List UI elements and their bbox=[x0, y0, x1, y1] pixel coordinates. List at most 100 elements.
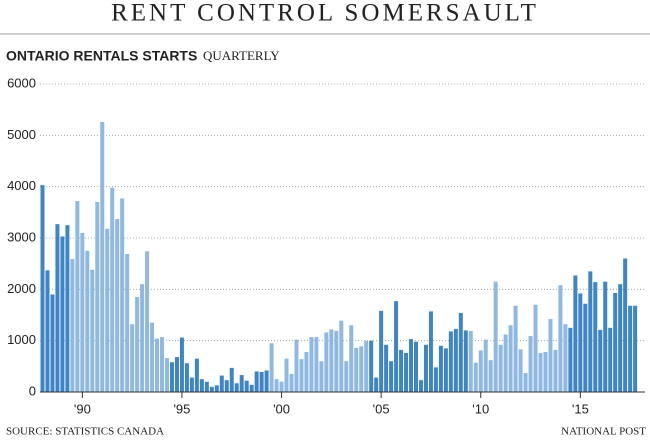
y-tick-label: 4000 bbox=[7, 178, 36, 193]
bar bbox=[468, 330, 473, 392]
bar bbox=[304, 351, 309, 392]
bar bbox=[628, 305, 633, 392]
bar bbox=[85, 250, 90, 392]
x-tick-label: '15 bbox=[572, 401, 589, 416]
bar bbox=[493, 281, 498, 392]
bar bbox=[423, 344, 428, 392]
bar bbox=[364, 340, 369, 392]
bar bbox=[60, 236, 65, 392]
bar bbox=[563, 324, 568, 392]
bar bbox=[384, 344, 389, 392]
bar bbox=[458, 312, 463, 392]
bar bbox=[399, 349, 404, 392]
bar bbox=[254, 371, 259, 392]
bar bbox=[463, 330, 468, 392]
bar bbox=[234, 383, 239, 392]
bar bbox=[269, 343, 274, 392]
chart-title: RENT CONTROL SOMERSAULT bbox=[111, 0, 539, 27]
bar bbox=[160, 337, 165, 392]
chart-subtitle: ONTARIO RENTALS STARTS bbox=[6, 48, 197, 64]
bar bbox=[229, 367, 234, 392]
bar bbox=[593, 282, 598, 392]
bar bbox=[105, 228, 110, 392]
bar bbox=[389, 361, 394, 392]
bar bbox=[75, 201, 80, 392]
bar bbox=[165, 358, 169, 392]
bar bbox=[409, 339, 414, 392]
bar bbox=[438, 345, 443, 392]
bar bbox=[608, 327, 613, 392]
bar bbox=[314, 337, 319, 392]
bar bbox=[150, 322, 155, 392]
bar bbox=[379, 310, 384, 392]
bar bbox=[418, 380, 423, 392]
bar bbox=[528, 336, 533, 392]
bar bbox=[443, 348, 448, 392]
bar bbox=[179, 337, 184, 392]
bar bbox=[488, 360, 493, 392]
bar bbox=[568, 327, 573, 392]
bar bbox=[448, 331, 453, 392]
bar bbox=[239, 375, 244, 392]
bar bbox=[90, 269, 95, 392]
bar bbox=[623, 258, 628, 392]
bar bbox=[324, 332, 329, 392]
bar bbox=[70, 259, 75, 392]
bar bbox=[344, 361, 349, 392]
bar bbox=[294, 339, 299, 392]
bar bbox=[184, 363, 189, 392]
bar bbox=[359, 346, 364, 392]
bar bbox=[155, 338, 160, 392]
bar bbox=[414, 341, 418, 392]
bar bbox=[354, 347, 359, 392]
bar bbox=[50, 294, 55, 392]
bar bbox=[194, 358, 199, 392]
bar bbox=[428, 311, 433, 392]
y-tick-label: 1000 bbox=[7, 332, 36, 347]
source: SOURCE: STATISTICS CANADA bbox=[6, 426, 164, 438]
bar bbox=[473, 362, 478, 392]
bar bbox=[588, 271, 593, 392]
bar bbox=[264, 370, 269, 392]
bar bbox=[214, 385, 219, 392]
bar bbox=[110, 187, 115, 392]
bar bbox=[100, 121, 105, 392]
bar bbox=[204, 381, 209, 392]
bar bbox=[284, 358, 289, 392]
y-tick-label: 2000 bbox=[7, 281, 36, 296]
bar bbox=[573, 275, 578, 392]
bar bbox=[130, 324, 135, 392]
bar bbox=[633, 305, 638, 392]
bar bbox=[40, 185, 45, 392]
y-tick-label: 0 bbox=[29, 383, 36, 398]
x-tick-label: '05 bbox=[373, 401, 390, 416]
bar bbox=[483, 339, 488, 392]
bar bbox=[289, 374, 294, 392]
bar bbox=[518, 349, 523, 392]
bar bbox=[523, 373, 528, 392]
bar bbox=[125, 253, 130, 392]
bar bbox=[199, 379, 204, 392]
bar bbox=[174, 357, 179, 392]
subtitle-note: QUARTERLY bbox=[203, 48, 280, 63]
bar bbox=[55, 224, 60, 392]
bar bbox=[299, 359, 304, 392]
bar bbox=[135, 297, 140, 392]
bar bbox=[618, 284, 623, 392]
bar bbox=[169, 362, 174, 392]
bar bbox=[145, 251, 150, 392]
bar bbox=[209, 386, 214, 392]
bar bbox=[538, 352, 543, 392]
bar bbox=[274, 379, 279, 392]
bar bbox=[259, 371, 264, 392]
bar bbox=[404, 352, 409, 392]
bar bbox=[369, 340, 374, 392]
bar bbox=[339, 320, 344, 392]
bar bbox=[394, 301, 399, 392]
bar bbox=[45, 270, 50, 392]
x-tick-label: '90 bbox=[74, 401, 91, 416]
bar bbox=[578, 293, 583, 392]
bar bbox=[189, 377, 194, 392]
bar bbox=[309, 337, 314, 392]
